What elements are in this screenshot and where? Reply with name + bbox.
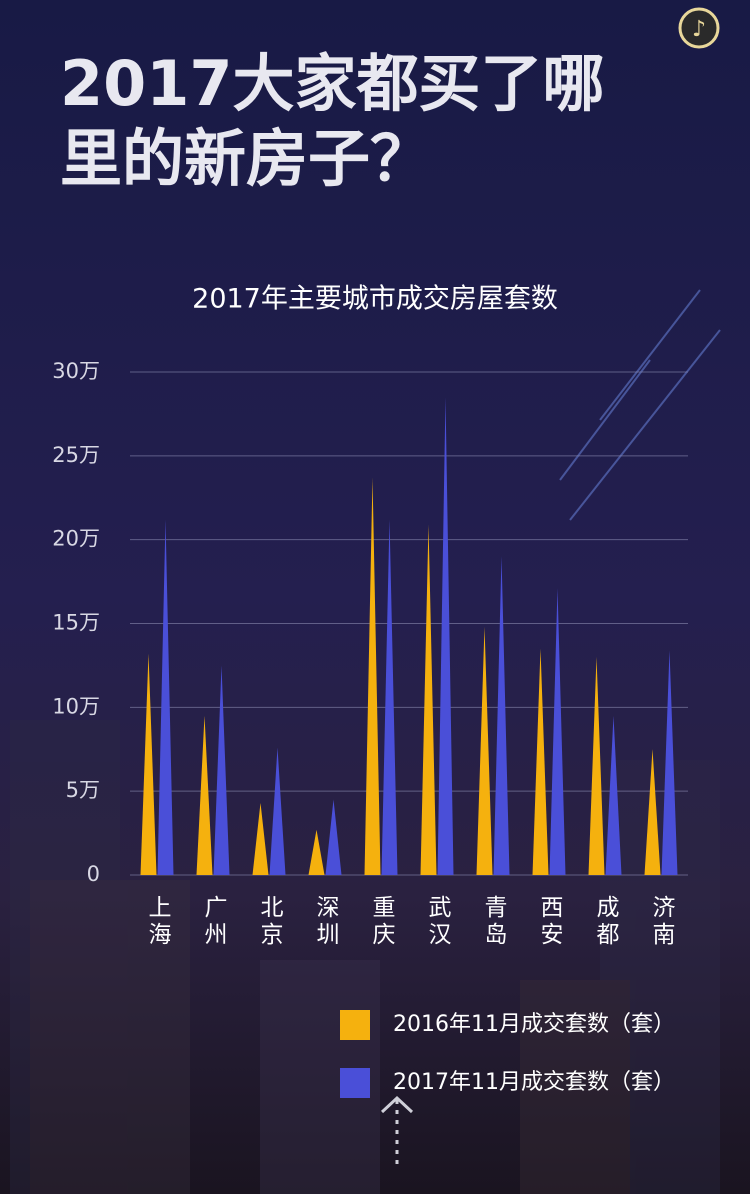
music-icon: ♪	[678, 7, 720, 49]
spike-bar	[364, 477, 381, 875]
spike-bar	[437, 397, 454, 875]
spike-bar	[140, 653, 157, 875]
chart-subtitle: 2017年主要城市成交房屋套数	[192, 284, 558, 315]
legend-swatch	[340, 1068, 370, 1098]
spike-bar	[420, 524, 437, 875]
x-tick-label: 广州	[200, 895, 228, 949]
x-tick-label: 青岛	[480, 895, 507, 949]
spike-bar	[549, 588, 566, 875]
x-tick-label: 成都	[592, 895, 620, 949]
y-tick-label: 15万	[52, 611, 100, 635]
y-tick-label: 30万	[52, 359, 100, 383]
spike-bar	[605, 715, 622, 875]
y-tick-label: 0	[87, 862, 100, 886]
spike-bar	[476, 626, 493, 875]
y-tick-label: 5万	[66, 778, 100, 802]
x-tick-label: 西安	[536, 895, 563, 949]
x-tick-label: 上海	[144, 895, 172, 949]
spike-bar	[493, 556, 510, 875]
spike-bar	[325, 799, 342, 875]
legend-label: 2016年11月成交套数（套）	[393, 1012, 675, 1037]
spike-bar	[532, 648, 549, 875]
x-tick-label: 济南	[648, 895, 676, 949]
spike-bar	[381, 519, 398, 875]
title-line: 里的新房子？	[60, 122, 432, 195]
spike-bar	[196, 715, 213, 875]
meteor-streaks	[559, 289, 721, 521]
spike-bar	[157, 519, 174, 875]
svg-text:♪: ♪	[692, 17, 706, 42]
spike-bar	[213, 665, 230, 875]
legend-swatch	[340, 1010, 370, 1040]
x-tick-label: 武汉	[424, 895, 452, 949]
title-line: 2017大家都买了哪	[60, 47, 605, 120]
x-tick-label: 重庆	[368, 895, 396, 949]
city-silhouette	[10, 720, 720, 1194]
scroll-arrow	[380, 1095, 414, 1165]
spike-bar	[269, 747, 286, 875]
y-tick-label: 10万	[52, 694, 100, 718]
x-tick-label: 北京	[256, 895, 284, 949]
spike-bar	[661, 650, 678, 875]
spike-bar	[588, 657, 605, 875]
spike-bar	[644, 749, 661, 875]
x-tick-label: 深圳	[312, 895, 340, 949]
y-tick-label: 20万	[52, 527, 100, 551]
y-tick-label: 25万	[52, 443, 100, 467]
legend-label: 2017年11月成交套数（套）	[393, 1070, 675, 1095]
spike-bar	[252, 802, 269, 875]
spike-bar	[308, 829, 325, 875]
